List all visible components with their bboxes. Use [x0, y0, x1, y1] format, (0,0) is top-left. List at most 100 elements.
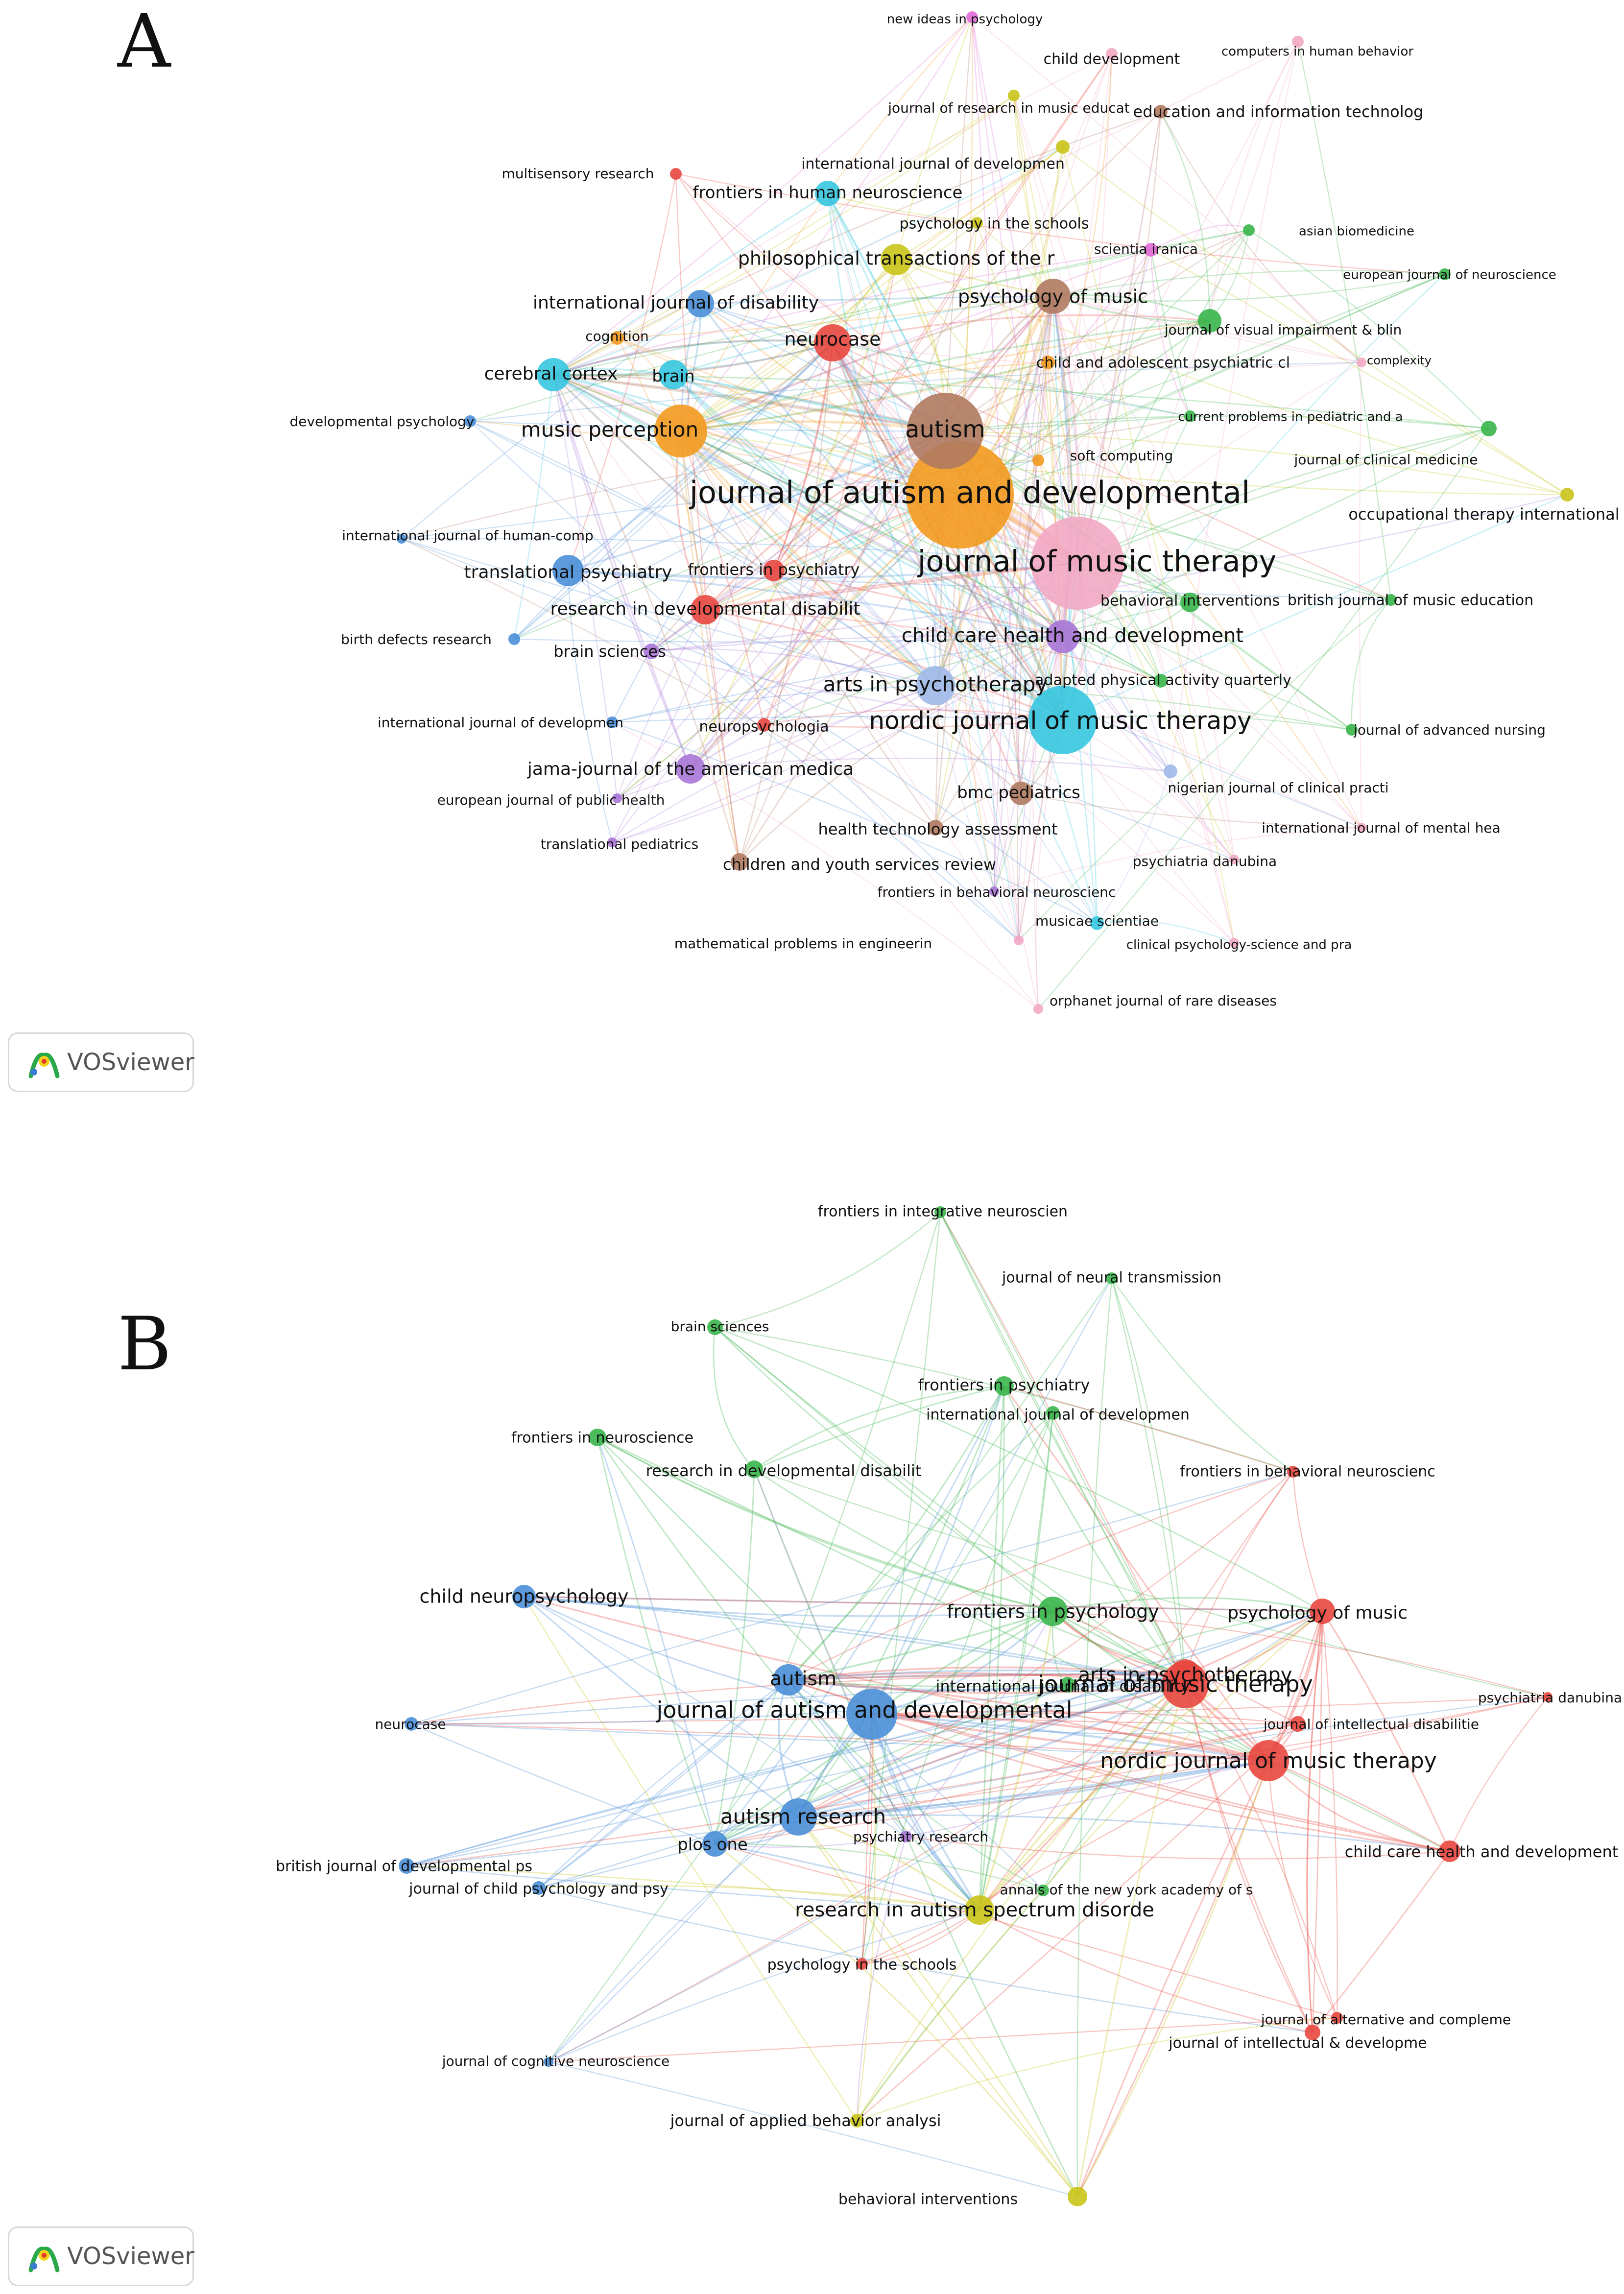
node-neurocase[interactable]	[405, 1717, 418, 1731]
node-journal-of-advanced-nursing[interactable]	[1346, 724, 1358, 736]
node-journal-of-clinical-medicine[interactable]	[1481, 421, 1497, 436]
node-psychiatria-danubina[interactable]	[1543, 1692, 1552, 1702]
node-health-technology-assessment[interactable]	[928, 820, 943, 836]
node-journal-of-applied-behavior-analysi[interactable]	[850, 2114, 864, 2127]
node-journal-of-research-in-music-educat[interactable]	[1008, 90, 1020, 101]
node-education-and-information-technolog[interactable]	[1154, 105, 1168, 119]
edge	[680, 430, 936, 687]
node-frontiers-in-neuroscience[interactable]	[589, 1429, 606, 1446]
network-svg-b[interactable]: journal of autism and developmentaljourn…	[0, 1175, 1624, 2294]
node-birth-defects-research[interactable]	[508, 633, 520, 645]
node-journal-of-visual-impairment-blin[interactable]	[1198, 309, 1221, 333]
node-new-ideas-in-psychology[interactable]	[966, 11, 978, 23]
node-research-in-autism-spectrum-disorde[interactable]	[965, 1895, 994, 1925]
node-child-care-health-and-development[interactable]	[1439, 1840, 1460, 1862]
node-european-journal-of-public-health[interactable]	[612, 793, 622, 803]
node-philosophical-transactions-of-the-r[interactable]	[881, 244, 912, 275]
node-occupational-therapy-international[interactable]	[1560, 488, 1574, 502]
node-frontiers-in-psychology[interactable]	[1038, 1597, 1068, 1626]
node-european-journal-of-neuroscience[interactable]	[1439, 268, 1451, 280]
node-label-frontiers-in-human-neuroscience: frontiers in human neuroscience	[693, 183, 963, 203]
node-journal-of-autism-and-developmental[interactable]	[906, 441, 1014, 549]
node-psychology-of-music[interactable]	[1035, 279, 1071, 314]
node-arts-in-psychotherapy[interactable]	[1170, 1659, 1201, 1691]
node-music-perception[interactable]	[654, 405, 707, 457]
node-nigerian-journal-of-clinical-practi[interactable]	[1164, 765, 1177, 778]
node-complexity[interactable]	[1357, 358, 1366, 367]
node-journal-of-intellectual-developme[interactable]	[1305, 2025, 1320, 2040]
node-journal-of-child-psychology-and-psy[interactable]	[532, 1881, 546, 1895]
node-cerebral-cortex[interactable]	[537, 358, 570, 391]
node-brain-sciences[interactable]	[707, 1319, 723, 1335]
node-children-and-youth-services-review[interactable]	[731, 853, 748, 871]
node-computers-in-human-behavior[interactable]	[1292, 36, 1304, 48]
node-research-in-developmental-disabilit[interactable]	[691, 595, 720, 624]
node-mathematical-problems-in-engineerin[interactable]	[1014, 935, 1024, 945]
node-asian-biomedicine[interactable]	[1243, 224, 1255, 236]
node-label-child-care-health-and-development: child care health and development	[902, 624, 1243, 647]
node-frontiers-in-behavioral-neuroscienc[interactable]	[1287, 1466, 1299, 1478]
node-british-journal-of-developmental-ps[interactable]	[399, 1858, 414, 1874]
node-journal-of-cognitive-neuroscience[interactable]	[544, 2057, 553, 2067]
node-autism-research[interactable]	[780, 1798, 817, 1836]
node-child-development[interactable]	[1106, 48, 1118, 60]
node-journal-of-neural-transmission[interactable]	[1106, 1272, 1118, 1284]
node-neuropsychologia[interactable]	[757, 718, 771, 732]
node-journal-of-alternative-and-compleme[interactable]	[1331, 2012, 1343, 2024]
node-frontiers-in-integrative-neuroscien[interactable]	[934, 1206, 946, 1218]
node-international-journal-of-mental-hea[interactable]	[1357, 823, 1366, 833]
node-international-journal-of-human-comp[interactable]	[397, 534, 406, 544]
node-international-journal-of-disability[interactable]	[687, 290, 714, 317]
node-autism[interactable]	[907, 393, 983, 469]
node-behavioral-interventions[interactable]	[1180, 593, 1200, 612]
node-frontiers-in-psychiatry[interactable]	[994, 1376, 1014, 1396]
node-frontiers-in-psychiatry[interactable]	[763, 560, 785, 581]
node-nordic-journal-of-music-therapy[interactable]	[1028, 686, 1097, 754]
node-child-neuropsychology[interactable]	[512, 1585, 536, 1608]
node-brain-sciences[interactable]	[644, 644, 659, 659]
node-psychology-in-the-schools[interactable]	[971, 217, 983, 229]
node-neurocase[interactable]	[814, 324, 851, 361]
node-british-journal-of-music-education[interactable]	[1385, 594, 1397, 606]
node-bmc-pediatrics[interactable]	[1009, 782, 1033, 805]
node-nordic-journal-of-music-therapy[interactable]	[1248, 1740, 1289, 1781]
node-frontiers-in-human-neuroscience[interactable]	[815, 181, 840, 206]
node-child-and-adolescent-psychiatric-cl[interactable]	[1041, 356, 1055, 369]
node-cognition[interactable]	[610, 331, 624, 345]
node-journal-of-music-therapy[interactable]	[1031, 517, 1124, 610]
node-psychology-of-music[interactable]	[1310, 1599, 1335, 1624]
node-musicae-scientiae[interactable]	[1090, 916, 1104, 930]
node-clinical-psychology-science-and-pra[interactable]	[1229, 938, 1239, 948]
node-international-journal-of-developmen[interactable]	[606, 717, 618, 728]
edge	[700, 303, 1191, 417]
node-journal-of-intellectual-disabilitie[interactable]	[1290, 1716, 1306, 1732]
node-soft-computing[interactable]	[1032, 454, 1044, 466]
edge	[1062, 601, 1191, 640]
node-current-problems-in-pediatric-and-a[interactable]	[1184, 410, 1196, 422]
node-brain[interactable]	[659, 360, 688, 389]
node-behavioral-interventions[interactable]	[1068, 2187, 1087, 2206]
node-international-journal-of-developmen[interactable]	[1046, 1406, 1060, 1420]
node-annals-of-the-new-york-academy-of-s[interactable]	[1037, 1885, 1049, 1896]
node-autism[interactable]	[773, 1664, 804, 1696]
node-adapted-physical-activity-quarterly[interactable]	[1154, 674, 1168, 688]
node-plos-one[interactable]	[702, 1831, 728, 1857]
node-scientia-iranica[interactable]	[1144, 243, 1158, 257]
node-research-in-developmental-disabilit[interactable]	[745, 1460, 763, 1478]
node-psychology-in-the-schools[interactable]	[856, 1958, 868, 1970]
node-frontiers-in-behavioral-neuroscienc[interactable]	[989, 886, 999, 896]
node-translational-pediatrics[interactable]	[607, 837, 617, 847]
node-arts-in-psychotherapy[interactable]	[916, 666, 955, 705]
node-international-journal-of-disability[interactable]	[1060, 1677, 1075, 1693]
node-psychiatry-research[interactable]	[900, 1831, 912, 1842]
node-child-care-health-and-development[interactable]	[1046, 620, 1079, 653]
node-jama-journal-of-the-american-medica[interactable]	[676, 754, 705, 784]
node-orphanet-journal-of-rare-diseases[interactable]	[1033, 1004, 1043, 1014]
node-international-journal-of-developmen[interactable]	[1056, 140, 1070, 154]
node-developmental-psychology[interactable]	[464, 415, 476, 427]
node-translational-psychiatry[interactable]	[552, 555, 584, 586]
node-multisensory-research[interactable]	[670, 168, 682, 180]
node-psychiatria-danubina[interactable]	[1229, 855, 1239, 864]
node-journal-of-autism-and-developmental[interactable]	[846, 1689, 897, 1740]
network-svg-a[interactable]: journal of autism and developmental journ…	[0, 0, 1624, 1107]
